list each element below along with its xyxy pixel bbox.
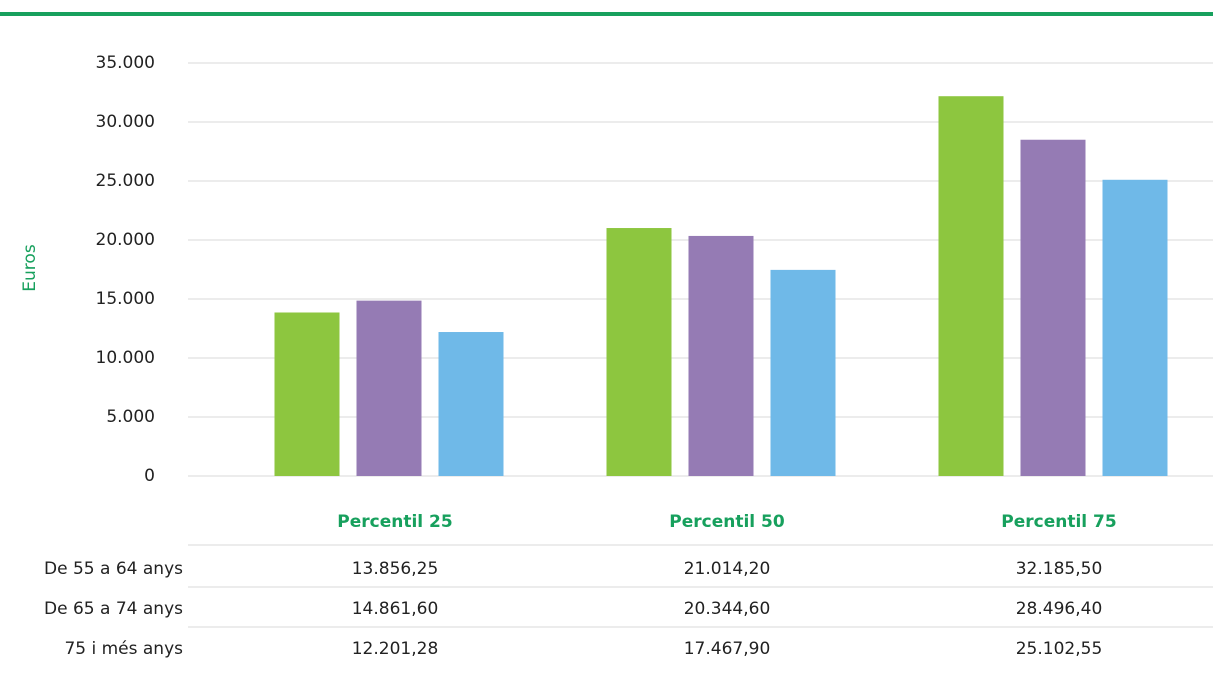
table-value: 12.201,28 xyxy=(352,639,439,659)
y-tick-label: 5.000 xyxy=(106,407,155,427)
bar xyxy=(1020,139,1086,476)
bar xyxy=(688,235,754,476)
bar xyxy=(770,269,836,476)
bar xyxy=(274,312,340,476)
table-value: 25.102,55 xyxy=(1016,639,1103,659)
bar xyxy=(1102,179,1168,476)
table-value: 28.496,40 xyxy=(1016,599,1103,619)
table-value: 17.467,90 xyxy=(684,639,771,659)
y-axis-label: Euros xyxy=(20,244,40,292)
bar xyxy=(356,300,422,476)
y-tick-label: 25.000 xyxy=(96,171,155,191)
row-label: De 65 a 74 anys xyxy=(44,599,183,619)
y-tick-label: 35.000 xyxy=(96,53,155,73)
bar xyxy=(606,228,672,476)
table-value: 20.344,60 xyxy=(684,599,771,619)
table-value: 32.185,50 xyxy=(1016,559,1103,579)
row-label: De 55 a 64 anys xyxy=(44,559,183,579)
bar xyxy=(438,332,504,476)
y-tick-label: 0 xyxy=(144,466,155,486)
category-label: Percentil 50 xyxy=(669,512,785,532)
bar xyxy=(938,96,1004,477)
top-rule xyxy=(0,12,1213,16)
y-tick-label: 20.000 xyxy=(96,230,155,250)
category-label: Percentil 75 xyxy=(1001,512,1116,532)
table-value: 13.856,25 xyxy=(352,559,439,579)
category-label: Percentil 25 xyxy=(337,512,452,532)
y-tick-label: 30.000 xyxy=(96,112,155,132)
table-value: 14.861,60 xyxy=(352,599,439,619)
y-tick-label: 15.000 xyxy=(96,289,155,309)
table-value: 21.014,20 xyxy=(684,559,771,579)
y-tick-label: 10.000 xyxy=(96,348,155,368)
row-label: 75 i més anys xyxy=(64,639,183,659)
